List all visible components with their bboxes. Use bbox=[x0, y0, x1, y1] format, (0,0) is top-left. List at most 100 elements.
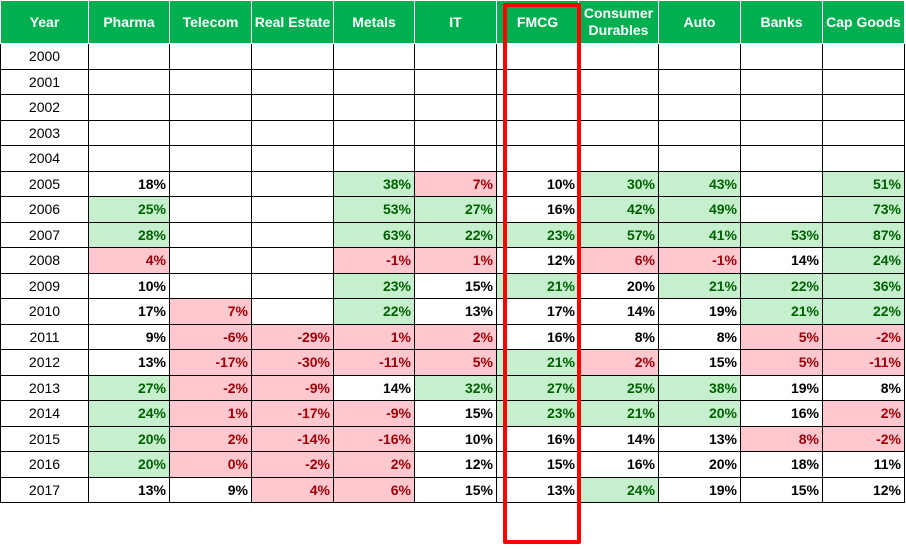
value-cell[interactable] bbox=[740, 196, 823, 223]
value-cell[interactable]: 17% bbox=[496, 298, 579, 325]
year-cell[interactable]: 2012 bbox=[0, 349, 89, 376]
value-cell[interactable]: 16% bbox=[740, 400, 823, 427]
col-header-fmcg[interactable]: FMCG bbox=[496, 0, 579, 44]
year-cell[interactable]: 2007 bbox=[0, 221, 89, 248]
value-cell[interactable] bbox=[251, 221, 334, 248]
value-cell[interactable]: 8% bbox=[740, 425, 823, 452]
value-cell[interactable]: 19% bbox=[740, 374, 823, 401]
value-cell[interactable] bbox=[333, 119, 415, 146]
value-cell[interactable]: 23% bbox=[496, 221, 579, 248]
value-cell[interactable]: 13% bbox=[496, 476, 579, 503]
value-cell[interactable]: 27% bbox=[496, 374, 579, 401]
value-cell[interactable] bbox=[414, 68, 497, 95]
year-cell[interactable]: 2011 bbox=[0, 323, 89, 350]
value-cell[interactable] bbox=[169, 94, 252, 121]
value-cell[interactable] bbox=[251, 196, 334, 223]
value-cell[interactable]: -2% bbox=[822, 425, 905, 452]
value-cell[interactable]: -6% bbox=[169, 323, 252, 350]
value-cell[interactable]: 22% bbox=[822, 298, 905, 325]
value-cell[interactable]: 15% bbox=[658, 349, 741, 376]
col-header-it[interactable]: IT bbox=[414, 0, 497, 44]
value-cell[interactable] bbox=[578, 145, 659, 172]
col-header-metals[interactable]: Metals bbox=[333, 0, 415, 44]
value-cell[interactable]: 23% bbox=[333, 272, 415, 299]
col-header-consumer-durables[interactable]: Consumer Durables bbox=[578, 0, 659, 44]
value-cell[interactable]: 10% bbox=[414, 425, 497, 452]
value-cell[interactable] bbox=[251, 298, 334, 325]
value-cell[interactable]: 1% bbox=[169, 400, 252, 427]
value-cell[interactable]: 6% bbox=[578, 247, 659, 274]
value-cell[interactable]: 21% bbox=[496, 349, 579, 376]
value-cell[interactable]: 2% bbox=[414, 323, 497, 350]
value-cell[interactable]: -14% bbox=[251, 425, 334, 452]
value-cell[interactable]: 73% bbox=[822, 196, 905, 223]
value-cell[interactable] bbox=[169, 247, 252, 274]
value-cell[interactable]: 22% bbox=[414, 221, 497, 248]
value-cell[interactable]: -9% bbox=[251, 374, 334, 401]
value-cell[interactable]: 5% bbox=[740, 349, 823, 376]
value-cell[interactable] bbox=[88, 68, 170, 95]
year-cell[interactable]: 2015 bbox=[0, 425, 89, 452]
value-cell[interactable]: -1% bbox=[333, 247, 415, 274]
value-cell[interactable]: 25% bbox=[578, 374, 659, 401]
value-cell[interactable] bbox=[658, 94, 741, 121]
value-cell[interactable]: 18% bbox=[740, 451, 823, 478]
value-cell[interactable] bbox=[740, 68, 823, 95]
col-header-year[interactable]: Year bbox=[0, 0, 89, 44]
value-cell[interactable]: 38% bbox=[333, 170, 415, 197]
value-cell[interactable] bbox=[414, 119, 497, 146]
value-cell[interactable] bbox=[658, 43, 741, 70]
value-cell[interactable] bbox=[578, 119, 659, 146]
value-cell[interactable]: 20% bbox=[578, 272, 659, 299]
value-cell[interactable] bbox=[414, 94, 497, 121]
year-cell[interactable]: 2003 bbox=[0, 119, 89, 146]
value-cell[interactable]: 32% bbox=[414, 374, 497, 401]
value-cell[interactable]: 4% bbox=[251, 476, 334, 503]
value-cell[interactable] bbox=[169, 170, 252, 197]
value-cell[interactable]: 19% bbox=[658, 298, 741, 325]
value-cell[interactable]: 16% bbox=[496, 425, 579, 452]
value-cell[interactable] bbox=[496, 119, 579, 146]
value-cell[interactable]: -1% bbox=[658, 247, 741, 274]
value-cell[interactable] bbox=[333, 43, 415, 70]
value-cell[interactable]: -17% bbox=[169, 349, 252, 376]
value-cell[interactable]: 20% bbox=[88, 451, 170, 478]
value-cell[interactable]: 4% bbox=[88, 247, 170, 274]
value-cell[interactable]: 16% bbox=[578, 451, 659, 478]
year-cell[interactable]: 2010 bbox=[0, 298, 89, 325]
value-cell[interactable] bbox=[740, 94, 823, 121]
year-cell[interactable]: 2005 bbox=[0, 170, 89, 197]
value-cell[interactable]: 38% bbox=[658, 374, 741, 401]
value-cell[interactable]: 16% bbox=[496, 323, 579, 350]
value-cell[interactable]: 53% bbox=[333, 196, 415, 223]
year-cell[interactable]: 2004 bbox=[0, 145, 89, 172]
value-cell[interactable]: 51% bbox=[822, 170, 905, 197]
value-cell[interactable]: 1% bbox=[414, 247, 497, 274]
value-cell[interactable]: 20% bbox=[658, 400, 741, 427]
value-cell[interactable]: 21% bbox=[658, 272, 741, 299]
value-cell[interactable] bbox=[169, 119, 252, 146]
value-cell[interactable]: 21% bbox=[740, 298, 823, 325]
value-cell[interactable]: 13% bbox=[414, 298, 497, 325]
value-cell[interactable]: 14% bbox=[333, 374, 415, 401]
value-cell[interactable] bbox=[658, 145, 741, 172]
value-cell[interactable]: 22% bbox=[333, 298, 415, 325]
value-cell[interactable]: 57% bbox=[578, 221, 659, 248]
value-cell[interactable]: 5% bbox=[414, 349, 497, 376]
year-cell[interactable]: 2008 bbox=[0, 247, 89, 274]
value-cell[interactable]: 2% bbox=[822, 400, 905, 427]
value-cell[interactable]: 10% bbox=[88, 272, 170, 299]
value-cell[interactable]: -11% bbox=[822, 349, 905, 376]
value-cell[interactable] bbox=[251, 170, 334, 197]
value-cell[interactable] bbox=[88, 43, 170, 70]
value-cell[interactable]: 14% bbox=[578, 425, 659, 452]
value-cell[interactable] bbox=[169, 221, 252, 248]
col-header-auto[interactable]: Auto bbox=[658, 0, 741, 44]
value-cell[interactable]: 28% bbox=[88, 221, 170, 248]
value-cell[interactable]: 53% bbox=[740, 221, 823, 248]
year-cell[interactable]: 2001 bbox=[0, 68, 89, 95]
value-cell[interactable]: 2% bbox=[578, 349, 659, 376]
value-cell[interactable]: -2% bbox=[822, 323, 905, 350]
value-cell[interactable]: 11% bbox=[822, 451, 905, 478]
value-cell[interactable]: 5% bbox=[740, 323, 823, 350]
